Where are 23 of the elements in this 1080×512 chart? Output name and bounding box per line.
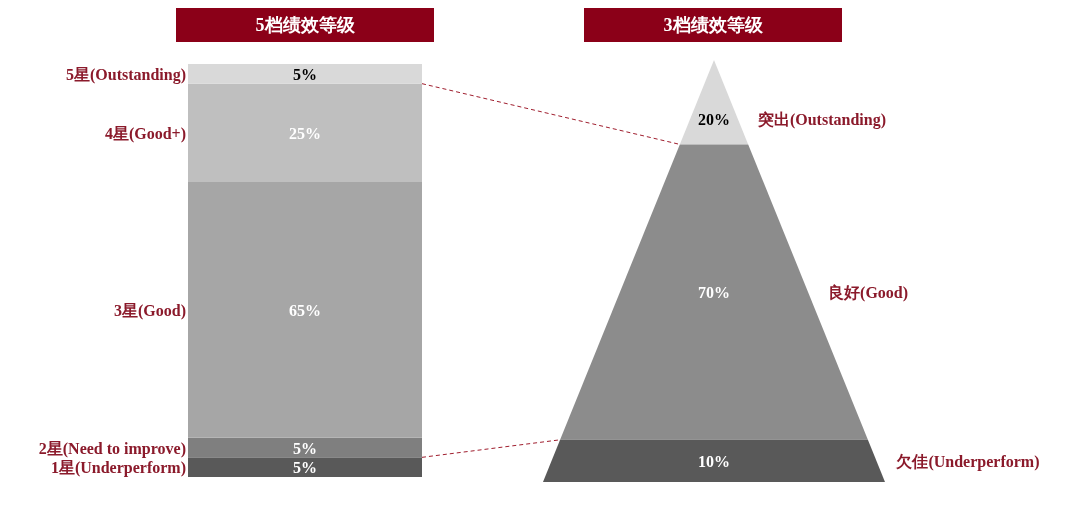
category-label: 欠佳(Underperform) [895, 452, 1040, 471]
data-label: 70% [698, 284, 730, 302]
bar [188, 437, 422, 458]
data-label: 25% [289, 124, 321, 142]
data-label: 65% [289, 301, 321, 319]
series-label: 2星(Need to improve) [38, 439, 186, 458]
category-label: 良好(Good) [828, 284, 909, 303]
series-label: 5星(Outstanding) [65, 65, 186, 84]
data-label: 20% [698, 111, 730, 129]
bar [188, 457, 422, 477]
series-label: 4星(Good+) [104, 124, 186, 143]
bar [188, 64, 422, 84]
series-label: 1星(Underperform) [50, 459, 186, 478]
category-label: 突出(Outstanding) [756, 111, 886, 130]
text: 3档绩效等级 [663, 15, 764, 35]
bar [188, 83, 422, 182]
data-label: 5% [293, 65, 317, 83]
data-label: 5% [293, 439, 317, 457]
chart-title: 5档绩效等级 [255, 15, 356, 35]
series-label: 3星(Good) [114, 301, 186, 320]
data-label: 5% [293, 459, 317, 477]
bar [188, 182, 422, 438]
data-label: 10% [698, 452, 730, 470]
